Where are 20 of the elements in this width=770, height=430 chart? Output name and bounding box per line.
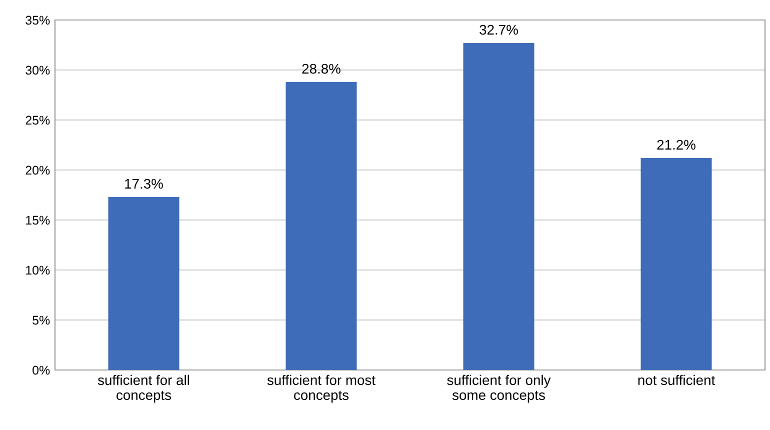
x-tick-label: sufficient for only some concepts xyxy=(447,374,551,403)
y-tick-label: 10% xyxy=(26,266,50,275)
data-label: 21.2% xyxy=(657,140,696,150)
y-tick-label: 30% xyxy=(26,66,50,75)
y-tick-label: 0% xyxy=(32,366,50,375)
x-tick-label: not sufficient xyxy=(638,374,716,386)
x-tick-label: sufficient for most concepts xyxy=(267,374,376,403)
bar xyxy=(640,158,712,370)
y-tick-label: 35% xyxy=(26,16,50,25)
y-tick-label: 25% xyxy=(26,116,50,125)
y-tick-label: 5% xyxy=(32,316,50,325)
bar xyxy=(286,82,357,370)
data-label: 32.7% xyxy=(480,24,518,35)
y-tick-label: 15% xyxy=(26,216,50,225)
y-tick-label: 20% xyxy=(26,166,50,175)
bar xyxy=(463,43,534,370)
data-label: 17.3% xyxy=(125,178,163,189)
bar xyxy=(108,197,180,370)
x-tick-label: sufficient for all concepts xyxy=(98,374,190,403)
data-label: 28.8% xyxy=(302,64,340,74)
